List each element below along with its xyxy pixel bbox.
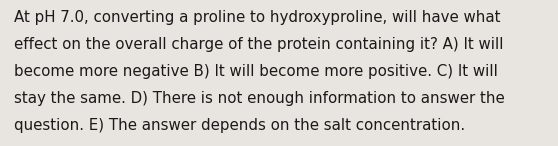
Text: question. E) The answer depends on the salt concentration.: question. E) The answer depends on the s… (14, 118, 465, 133)
Text: effect on the overall charge of the protein containing it? A) It will: effect on the overall charge of the prot… (14, 37, 503, 52)
Text: At pH 7.0, converting a proline to hydroxyproline, will have what: At pH 7.0, converting a proline to hydro… (14, 10, 501, 25)
Text: become more negative B) It will become more positive. C) It will: become more negative B) It will become m… (14, 64, 498, 79)
Text: stay the same. D) There is not enough information to answer the: stay the same. D) There is not enough in… (14, 91, 504, 106)
